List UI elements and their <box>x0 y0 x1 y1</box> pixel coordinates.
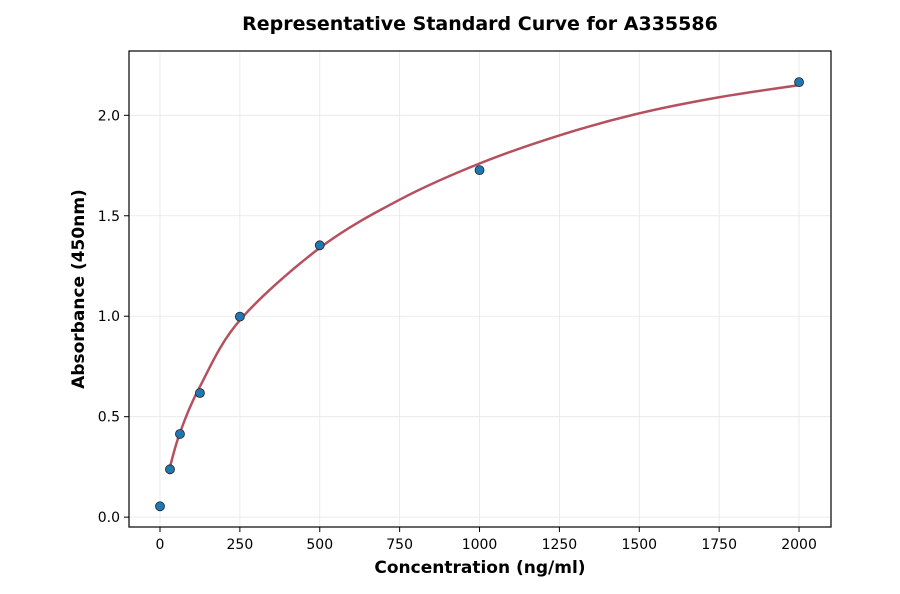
fit-curve-layer <box>168 83 800 468</box>
data-point <box>234 311 245 322</box>
x-tick-label: 0 <box>156 537 165 553</box>
x-tick-label: 750 <box>386 537 413 553</box>
data-point <box>165 464 175 475</box>
x-tick-label: 500 <box>306 537 333 553</box>
x-axis-label: Concentration (ng/ml) <box>374 558 585 578</box>
x-tick-label: 1750 <box>701 537 737 553</box>
x-tick-label: 1500 <box>621 537 657 553</box>
y-tick-label: 1.0 <box>98 309 120 325</box>
chart-title: Representative Standard Curve for A33558… <box>242 13 718 35</box>
x-tick-label: 2000 <box>781 537 817 553</box>
x-tick-label: 250 <box>227 537 254 553</box>
data-point <box>195 388 205 398</box>
grid <box>129 51 831 527</box>
x-tick-label: 1000 <box>462 537 498 553</box>
y-axis-label: Absorbance (450nm) <box>69 189 89 389</box>
y-tick-label: 2.0 <box>98 108 120 124</box>
data-point <box>314 240 325 251</box>
y-tick-label: 0.5 <box>98 410 120 426</box>
plot-frame <box>128 50 832 528</box>
x-axis-ticks: 0 250 500 750 1000 1250 1500 1750 2000 <box>156 527 817 553</box>
y-tick-label: 1.5 <box>98 209 120 225</box>
data-point <box>175 429 185 439</box>
y-axis-ticks: 0.0 0.5 1.0 1.5 2.0 <box>98 108 129 526</box>
data-point <box>474 165 485 176</box>
y-tick-label: 0.0 <box>98 510 120 526</box>
data-points-layer <box>155 77 804 512</box>
fit-curve-line <box>168 83 800 468</box>
data-point <box>794 77 804 88</box>
data-point <box>155 501 165 512</box>
x-tick-label: 1250 <box>542 537 578 553</box>
